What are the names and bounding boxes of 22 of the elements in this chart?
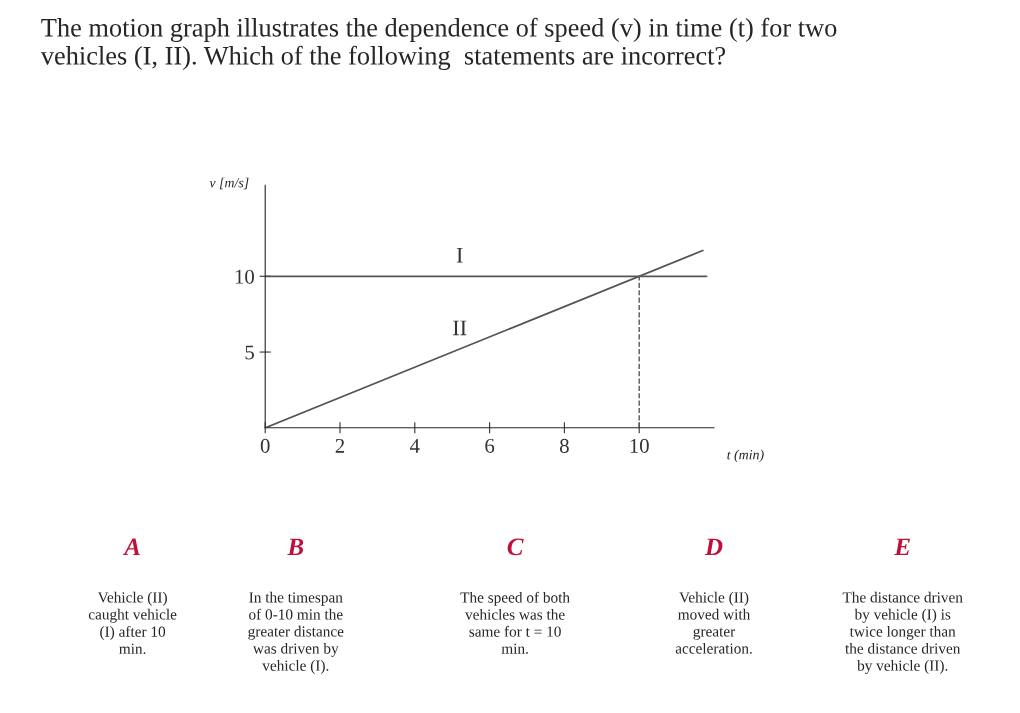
text: B xyxy=(287,538,304,556)
x-tick-label: 4 xyxy=(410,438,420,453)
text: Vehicle (II) moved with greater acceleration. xyxy=(675,591,752,654)
x-axis-title: t (min) xyxy=(727,449,764,463)
y-axis-title: v [m/s] xyxy=(209,177,249,190)
x-tick-label: 6 xyxy=(485,438,495,453)
text: D xyxy=(704,538,723,556)
text: Vehicle (II) caught vehicle (I) after 10 min. xyxy=(88,591,177,654)
text: In the timespan of 0-10 min the greater distance was driven by vehicle (I). xyxy=(248,591,344,674)
series-label: I xyxy=(456,247,463,263)
x-tick-label: 10 xyxy=(630,438,649,453)
x-tick-label: 8 xyxy=(559,438,569,453)
text: C xyxy=(507,538,524,556)
text: E xyxy=(894,538,910,556)
text: The distance driven by vehicle (I) is twice longer than the distance driven by vehicle (II). xyxy=(842,591,963,674)
chart-title: The motion graph illustrates the dependence of speed (v) in time (t) for two vehicles (I, II). Which of the following statements are incorrect? xyxy=(40,17,837,71)
x-tick-label: 0 xyxy=(260,438,270,453)
y-tick-label: 5 xyxy=(245,345,254,360)
text: The speed of both vehicles was the same for t = 10 min. xyxy=(460,591,570,654)
series-label: II xyxy=(453,320,467,336)
text: A xyxy=(122,538,140,556)
x-tick-label: 2 xyxy=(335,438,345,453)
